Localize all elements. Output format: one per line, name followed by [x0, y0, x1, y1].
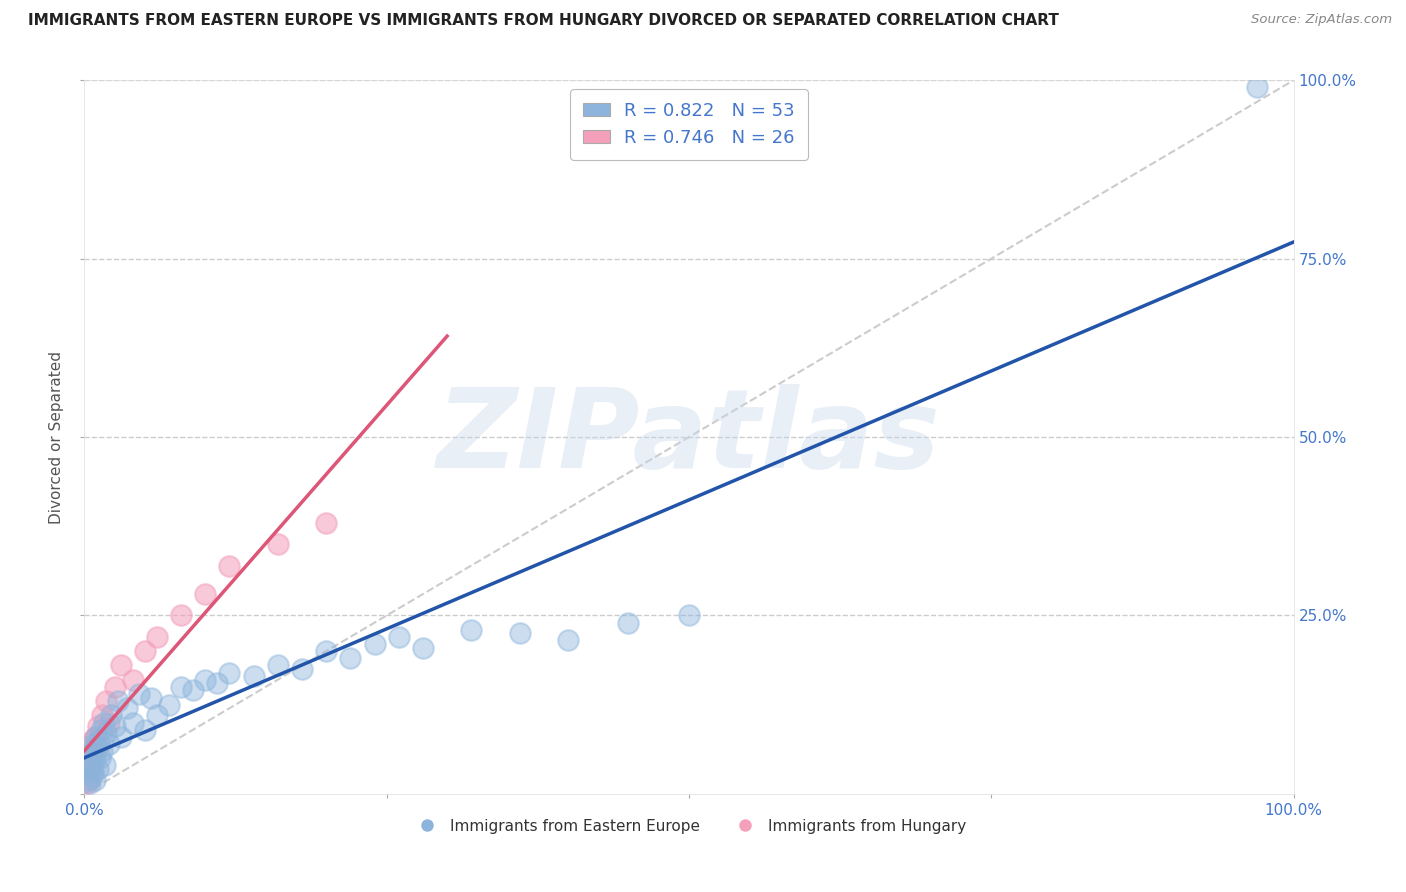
Point	[339, 651, 361, 665]
Y-axis label: Divorced or Separated: Divorced or Separated	[49, 351, 65, 524]
Point	[104, 719, 127, 733]
Point	[83, 755, 105, 769]
Point	[194, 587, 217, 601]
Point	[146, 708, 169, 723]
Legend: Immigrants from Eastern Europe, Immigrants from Hungary: Immigrants from Eastern Europe, Immigran…	[405, 813, 973, 839]
Point	[80, 751, 103, 765]
Point	[79, 758, 101, 772]
Point	[83, 751, 105, 765]
Point	[82, 744, 104, 758]
Point	[82, 744, 104, 758]
Point	[157, 698, 180, 712]
Point	[315, 516, 337, 530]
Point	[170, 608, 193, 623]
Point	[91, 708, 114, 723]
Point	[388, 630, 411, 644]
Point	[82, 733, 104, 747]
Point	[86, 730, 108, 744]
Point	[89, 751, 111, 765]
Point	[1246, 80, 1268, 95]
Point	[107, 694, 129, 708]
Point	[83, 737, 105, 751]
Point	[76, 776, 98, 790]
Point	[84, 730, 107, 744]
Point	[509, 626, 531, 640]
Point	[557, 633, 579, 648]
Text: IMMIGRANTS FROM EASTERN EUROPE VS IMMIGRANTS FROM HUNGARY DIVORCED OR SEPARATED : IMMIGRANTS FROM EASTERN EUROPE VS IMMIGR…	[28, 13, 1059, 29]
Point	[79, 776, 101, 790]
Text: Source: ZipAtlas.com: Source: ZipAtlas.com	[1251, 13, 1392, 27]
Point	[87, 733, 110, 747]
Point	[97, 737, 120, 751]
Point	[181, 683, 204, 698]
Point	[267, 537, 290, 551]
Point	[86, 762, 108, 776]
Point	[80, 769, 103, 783]
Point	[110, 658, 132, 673]
Point	[128, 687, 150, 701]
Point	[678, 608, 700, 623]
Point	[94, 758, 117, 772]
Point	[194, 673, 217, 687]
Point	[79, 747, 101, 762]
Point	[460, 623, 482, 637]
Point	[218, 665, 240, 680]
Point	[139, 690, 162, 705]
Point	[412, 640, 434, 655]
Point	[267, 658, 290, 673]
Point	[93, 715, 115, 730]
Point	[242, 669, 264, 683]
Point	[146, 630, 169, 644]
Text: ZIPatlas: ZIPatlas	[437, 384, 941, 491]
Point	[94, 694, 117, 708]
Point	[617, 615, 640, 630]
Point	[170, 680, 193, 694]
Point	[104, 680, 127, 694]
Point	[94, 726, 117, 740]
Point	[110, 730, 132, 744]
Point	[77, 772, 100, 787]
Point	[91, 744, 114, 758]
Point	[315, 644, 337, 658]
Point	[87, 737, 110, 751]
Point	[84, 747, 107, 762]
Point	[90, 723, 112, 737]
Point	[80, 762, 103, 776]
Point	[100, 708, 122, 723]
Point	[291, 662, 314, 676]
Point	[134, 723, 156, 737]
Point	[207, 676, 229, 690]
Point	[97, 715, 120, 730]
Point	[121, 673, 143, 687]
Point	[77, 765, 100, 780]
Point	[121, 715, 143, 730]
Point	[84, 772, 107, 787]
Point	[86, 719, 108, 733]
Point	[363, 637, 385, 651]
Point	[134, 644, 156, 658]
Point	[86, 740, 108, 755]
Point	[82, 765, 104, 780]
Point	[218, 558, 240, 573]
Point	[77, 762, 100, 776]
Point	[115, 701, 138, 715]
Point	[86, 740, 108, 755]
Point	[79, 758, 101, 772]
Point	[77, 772, 100, 787]
